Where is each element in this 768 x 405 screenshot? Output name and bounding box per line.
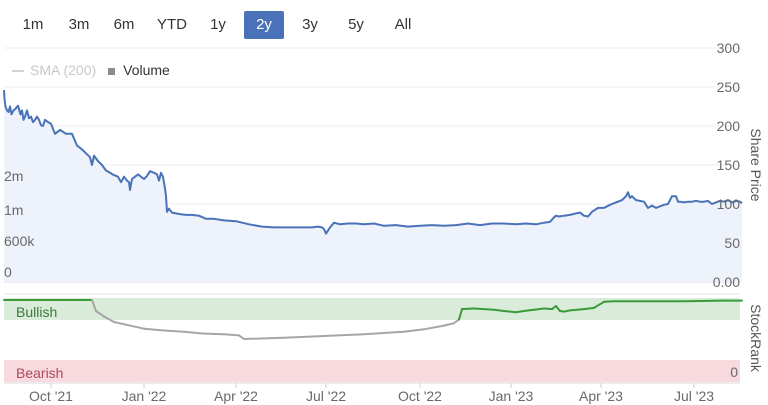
- x-tick-label: Oct '21: [29, 388, 73, 404]
- price-axis-title: Share Price: [748, 128, 764, 201]
- stockrank-line-segment: [458, 308, 463, 321]
- stockrank-line-segment: [603, 300, 615, 303]
- price-tick-label: 250: [717, 79, 741, 95]
- price-tick-label: 100: [717, 196, 741, 212]
- stockrank-line-segment: [583, 306, 595, 311]
- volume-tick-label: 600k: [4, 233, 35, 249]
- stockrank-line-segment: [493, 308, 505, 312]
- bullish-label: Bullish: [16, 304, 57, 320]
- price-tick-label: 50: [724, 235, 740, 251]
- stockrank-line-segment: [183, 330, 205, 335]
- stockrank-line-segment: [143, 327, 165, 332]
- stockrank-line-segment: [323, 333, 365, 337]
- stockrank-line-segment: [238, 334, 245, 340]
- volume-tick-label: 2m: [4, 168, 23, 184]
- stockrank-line-segment: [569, 308, 585, 312]
- price-area: [4, 90, 742, 282]
- stockrank-line-segment: [461, 307, 475, 311]
- stockrank-line-segment: [503, 310, 517, 314]
- stockrank-line-segment: [555, 305, 561, 312]
- range-button-5y[interactable]: 5y: [348, 16, 364, 33]
- stockrank-line-segment: [543, 307, 553, 311]
- stockrank-line-segment: [453, 318, 460, 325]
- legend-sma[interactable]: SMA (200): [30, 62, 97, 78]
- stockrank-line-segment: [95, 310, 105, 318]
- range-selector: 1m 3m 6m YTD 1y 2y 3y 5y All: [0, 0, 440, 40]
- price-tick-label: 200: [717, 118, 741, 134]
- price-tick-label: 0.00: [713, 274, 740, 290]
- stockrank-line-segment: [523, 308, 535, 312]
- x-tick-label: Oct '22: [398, 388, 442, 404]
- price-tick-label: 300: [717, 40, 741, 56]
- stockrank-line-segment: [423, 324, 445, 331]
- volume-tick-label: 1m: [4, 202, 23, 218]
- stockrank-tick-label: 0: [730, 364, 738, 380]
- range-button-2y[interactable]: 2y: [244, 11, 284, 39]
- stockrank-line-segment: [283, 335, 325, 339]
- legend-volume[interactable]: Volume: [123, 62, 170, 78]
- stockrank-axis-title: StockRank: [748, 304, 764, 373]
- stockrank-line-segment: [103, 315, 115, 323]
- stockrank-line-segment: [683, 299, 725, 303]
- x-tick-label: Jan '23: [489, 388, 534, 404]
- stockrank-line-segment: [223, 333, 240, 337]
- range-button-1y[interactable]: 1y: [210, 16, 226, 33]
- range-button-3m[interactable]: 3m: [68, 16, 90, 33]
- stockrank-line-segment: [243, 336, 285, 340]
- stockrank-line-segment: [473, 307, 495, 311]
- stockrank-line-segment: [563, 309, 571, 313]
- range-button-6m[interactable]: 6m: [113, 16, 135, 33]
- x-tick-label: Apr '23: [579, 388, 623, 404]
- stockrank-line-segment: [113, 321, 145, 330]
- bullish-band: [4, 298, 740, 320]
- stockrank-line-segment: [443, 322, 455, 327]
- stockrank-line-segment: [403, 328, 425, 333]
- range-button-1m[interactable]: 1m: [22, 16, 44, 33]
- range-button-3y[interactable]: 3y: [302, 16, 318, 33]
- stockrank-line-segment: [91, 299, 97, 312]
- stockrank-line-segment: [593, 300, 605, 309]
- stockrank-line-segment: [363, 330, 405, 336]
- chart-legend: SMA (200) Volume: [12, 62, 170, 78]
- x-tick-label: Apr '22: [214, 388, 258, 404]
- volume-tick-label: 0: [4, 264, 12, 280]
- x-tick-label: Jul '22: [306, 388, 346, 404]
- stockrank-line-segment: [203, 332, 225, 336]
- stockrank-line-segment: [533, 307, 545, 311]
- stockrank-line-segment: [163, 329, 185, 333]
- x-tick-label: Jan '22: [122, 388, 167, 404]
- price-tick-label: 150: [717, 157, 741, 173]
- volume-square-icon: [108, 67, 116, 75]
- sma-line-icon: [12, 70, 24, 73]
- range-button-all[interactable]: All: [394, 16, 412, 33]
- stockrank-line-segment: [515, 310, 525, 314]
- bearish-band: [4, 360, 740, 382]
- range-button-ytd[interactable]: YTD: [157, 16, 187, 33]
- share-price-line: [3, 90, 743, 235]
- bearish-label: Bearish: [16, 365, 63, 381]
- x-tick-label: Jul '23: [674, 388, 714, 404]
